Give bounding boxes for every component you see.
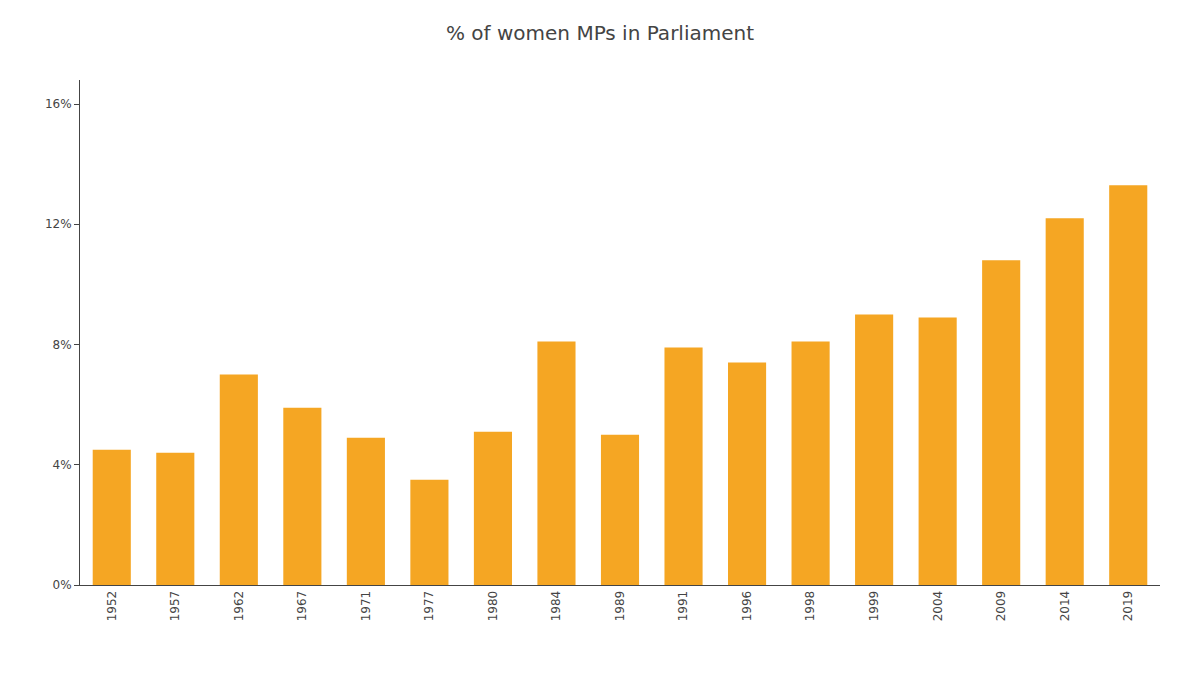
svg-text:2014: 2014 [1058,591,1072,622]
svg-text:1962: 1962 [232,591,246,622]
svg-text:1967: 1967 [295,591,309,622]
svg-text:1971: 1971 [359,591,373,622]
svg-text:0%: 0% [53,578,72,592]
svg-text:1952: 1952 [105,591,119,622]
svg-text:16%: 16% [45,97,72,111]
svg-text:1999: 1999 [867,591,881,622]
svg-text:1996: 1996 [740,591,754,622]
svg-text:2009: 2009 [994,591,1008,622]
svg-text:1998: 1998 [803,591,817,622]
svg-text:1977: 1977 [422,591,436,622]
svg-text:2019: 2019 [1121,591,1135,622]
svg-text:1980: 1980 [486,591,500,622]
svg-text:1984: 1984 [549,591,563,622]
svg-text:1957: 1957 [168,591,182,622]
svg-text:8%: 8% [53,338,72,352]
svg-text:1989: 1989 [613,591,627,622]
svg-text:4%: 4% [53,458,72,472]
svg-text:1991: 1991 [676,591,690,622]
svg-text:2004: 2004 [931,591,945,622]
svg-text:% of women MPs in Parliament: % of women MPs in Parliament [446,21,754,45]
svg-text:12%: 12% [45,217,72,231]
